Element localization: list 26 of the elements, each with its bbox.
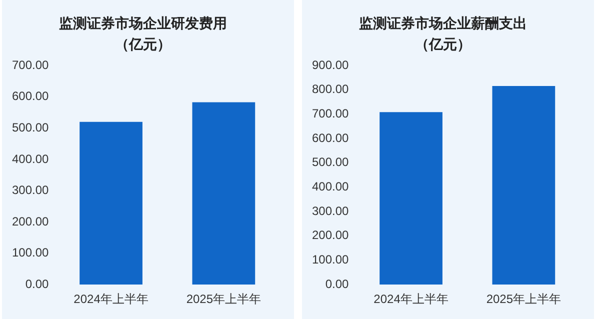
y-tick-label: 600.00: [12, 89, 50, 104]
x-tick-label: 2024年上半年: [374, 292, 448, 306]
y-tick-label: 300.00: [12, 183, 50, 198]
y-tick-label: 500.00: [312, 155, 350, 170]
y-tick-label: 400.00: [12, 152, 50, 166]
y-tick-label: 200.00: [12, 214, 50, 228]
y-tick-label: 700.00: [312, 106, 350, 121]
y-tick-label: 0.00: [25, 276, 50, 291]
chart-title: 监测证券市场企业薪酬支出: [359, 15, 527, 32]
x-tick-label: 2024年上半年: [74, 292, 148, 306]
y-tick-label: 900.00: [312, 58, 350, 72]
y-tick-label: 300.00: [312, 204, 350, 218]
x-tick-label: 2025年上半年: [186, 292, 262, 306]
y-tick-label: 200.00: [312, 228, 350, 242]
chart-subtitle: （亿元）: [415, 36, 471, 53]
y-tick-label: 600.00: [312, 130, 350, 145]
y-tick-label: 100.00: [312, 252, 350, 267]
x-tick-label: 2025年上半年: [486, 292, 562, 306]
y-tick-label: 0.00: [325, 276, 350, 291]
y-tick-label: 800.00: [312, 82, 350, 96]
y-tick-label: 400.00: [312, 180, 350, 194]
chart-title: 监测证券市场企业研发费用: [59, 15, 227, 32]
chart-subtitle: （亿元）: [115, 36, 171, 53]
y-tick-label: 500.00: [12, 120, 50, 134]
y-tick-label: 700.00: [12, 58, 50, 72]
y-tick-label: 100.00: [12, 246, 50, 260]
